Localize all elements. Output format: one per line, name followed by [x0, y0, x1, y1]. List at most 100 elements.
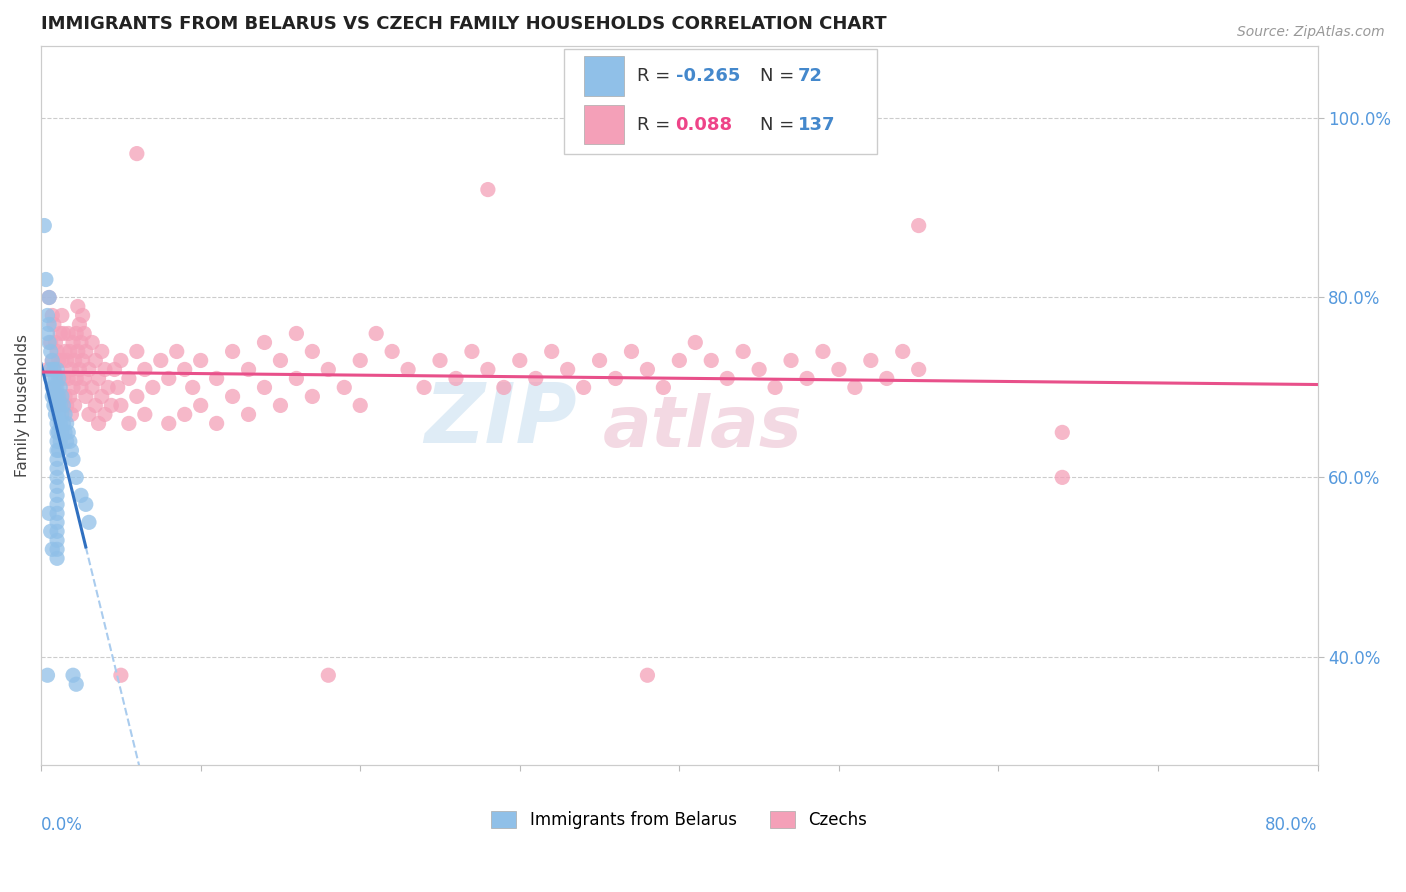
Point — [46, 362, 69, 376]
Point — [42, 362, 65, 376]
Point — [173, 362, 195, 376]
Legend: Immigrants from Belarus, Czechs: Immigrants from Belarus, Czechs — [485, 805, 875, 836]
Text: 72: 72 — [799, 68, 823, 86]
Text: 80.0%: 80.0% — [1265, 815, 1317, 833]
Point — [84, 399, 107, 413]
Point — [41, 309, 63, 323]
Point — [46, 524, 69, 539]
Point — [65, 677, 87, 691]
Point — [67, 318, 90, 332]
Point — [48, 425, 70, 440]
Text: IMMIGRANTS FROM BELARUS VS CZECH FAMILY HOUSEHOLDS CORRELATION CHART: IMMIGRANTS FROM BELARUS VS CZECH FAMILY … — [41, 15, 887, 33]
Point — [396, 362, 419, 376]
Point — [269, 353, 291, 368]
Point — [652, 380, 675, 394]
Point — [166, 344, 188, 359]
Point — [58, 425, 80, 440]
Point — [53, 344, 76, 359]
Point — [52, 417, 75, 431]
Point — [444, 371, 467, 385]
Point — [238, 362, 260, 376]
Point — [636, 362, 658, 376]
Point — [46, 417, 69, 431]
Point — [38, 507, 60, 521]
Point — [51, 389, 73, 403]
Point — [285, 326, 308, 341]
Point — [733, 344, 755, 359]
Point — [716, 371, 738, 385]
Point — [42, 399, 65, 413]
Point — [39, 371, 62, 385]
Point — [477, 362, 499, 376]
Point — [46, 479, 69, 493]
Point — [318, 362, 340, 376]
Point — [110, 668, 132, 682]
Point — [51, 408, 73, 422]
FancyBboxPatch shape — [564, 49, 877, 153]
Point — [318, 668, 340, 682]
Point — [907, 362, 929, 376]
Point — [51, 353, 73, 368]
Point — [49, 380, 72, 394]
Text: Source: ZipAtlas.com: Source: ZipAtlas.com — [1237, 25, 1385, 39]
Point — [134, 408, 156, 422]
Point — [134, 362, 156, 376]
Point — [149, 353, 172, 368]
Point — [62, 335, 84, 350]
Point — [844, 380, 866, 394]
Point — [46, 443, 69, 458]
Point — [62, 452, 84, 467]
Point — [125, 389, 148, 403]
Point — [173, 408, 195, 422]
Point — [75, 389, 97, 403]
Point — [253, 380, 276, 394]
Point — [100, 399, 122, 413]
Point — [492, 380, 515, 394]
Point — [75, 497, 97, 511]
Point — [46, 488, 69, 502]
Point — [46, 507, 69, 521]
Point — [46, 497, 69, 511]
Point — [269, 399, 291, 413]
Point — [65, 326, 87, 341]
Point — [685, 335, 707, 350]
FancyBboxPatch shape — [583, 56, 624, 95]
Point — [301, 344, 323, 359]
Point — [84, 353, 107, 368]
Point — [524, 371, 547, 385]
Point — [891, 344, 914, 359]
Point — [46, 425, 69, 440]
Point — [381, 344, 404, 359]
Text: ZIP: ZIP — [425, 379, 578, 460]
Point — [477, 183, 499, 197]
Point — [70, 380, 93, 394]
Point — [73, 371, 96, 385]
Point — [780, 353, 803, 368]
Point — [46, 461, 69, 475]
Point — [38, 335, 60, 350]
Point — [48, 408, 70, 422]
Point — [48, 399, 70, 413]
Point — [46, 434, 69, 449]
Point — [65, 470, 87, 484]
Point — [366, 326, 388, 341]
Point — [509, 353, 531, 368]
Point — [44, 380, 66, 394]
Point — [77, 362, 100, 376]
Point — [668, 353, 690, 368]
Point — [636, 668, 658, 682]
Text: 137: 137 — [799, 116, 835, 134]
Point — [59, 434, 82, 449]
Point — [59, 344, 82, 359]
Point — [75, 344, 97, 359]
Point — [34, 219, 56, 233]
Point — [51, 425, 73, 440]
Point — [46, 389, 69, 403]
Point — [118, 417, 141, 431]
Point — [1052, 425, 1074, 440]
Point — [142, 380, 165, 394]
Point — [811, 344, 834, 359]
Point — [238, 408, 260, 422]
Point — [37, 668, 59, 682]
Point — [876, 371, 898, 385]
